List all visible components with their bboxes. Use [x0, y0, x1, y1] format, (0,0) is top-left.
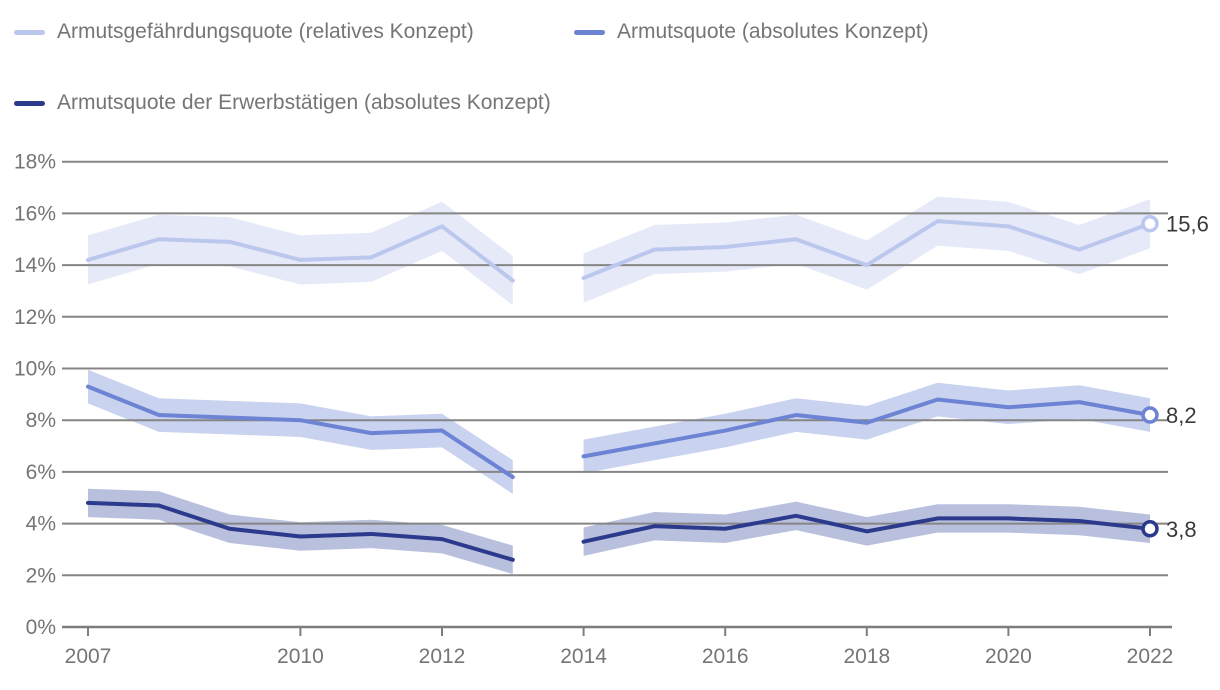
y-tick-label-8pct: 8%: [26, 409, 56, 432]
x-tick-label-2012: 2012: [419, 645, 466, 668]
series-line-2-segment-0: [86, 500, 515, 562]
legend-item-absolute-poverty-rate: Armutsquote (absolutes Konzept): [574, 20, 929, 44]
series-line-2-segment-1: [581, 513, 1152, 544]
y-tick-label-4pct: 4%: [26, 513, 56, 536]
x-tick-label-2016: 2016: [702, 645, 749, 668]
x-tick-label-2022: 2022: [1127, 645, 1174, 668]
y-tick-label-10pct: 10%: [14, 358, 56, 381]
y-tick-label-2pct: 2%: [26, 564, 56, 587]
series-line-0-segment-0: [86, 224, 515, 283]
y-tick-label-18pct: 18%: [14, 151, 56, 174]
end-marker-1: [1141, 406, 1159, 424]
legend-swatch-working-poverty-rate: [14, 100, 45, 106]
y-tick-label-0pct: 0%: [26, 616, 56, 639]
end-marker-0: [1141, 214, 1159, 233]
y-tick-label-6pct: 6%: [26, 461, 56, 484]
legend-label-relative-poverty-rate: Armutsgefährdungsquote (relatives Konzep…: [57, 20, 474, 43]
confidence-band-0: [583, 196, 1150, 303]
end-marker-2: [1141, 520, 1159, 538]
x-tick-label-2020: 2020: [985, 645, 1032, 668]
y-tick-label-14pct: 14%: [14, 254, 56, 277]
x-tick-label-2014: 2014: [560, 645, 607, 668]
end-value-label-0: 15,6: [1166, 212, 1209, 237]
end-value-label-1: 8,2: [1166, 403, 1197, 428]
legend-swatch-absolute-poverty-rate: [574, 29, 605, 35]
confidence-band-1: [583, 382, 1150, 474]
confidence-band-2: [583, 501, 1150, 556]
y-tick-label-16pct: 16%: [14, 202, 56, 225]
y-tick-label-12pct: 12%: [14, 306, 56, 329]
end-value-label-2: 3,8: [1166, 517, 1197, 542]
confidence-band-0: [88, 201, 513, 306]
legend-item-working-poverty-rate: Armutsquote der Erwerbstätigen (absolute…: [14, 91, 551, 115]
series-line-1-segment-0: [86, 384, 515, 480]
series-line-1-segment-1: [581, 397, 1152, 459]
x-tick-label-2007: 2007: [65, 645, 112, 668]
x-tick-label-2018: 2018: [843, 645, 890, 668]
series-line-0-segment-1: [581, 219, 1152, 281]
legend-item-relative-poverty-rate: Armutsgefährdungsquote (relatives Konzep…: [14, 20, 474, 44]
legend-swatch-relative-poverty-rate: [14, 29, 45, 35]
legend-label-working-poverty-rate: Armutsquote der Erwerbstätigen (absolute…: [57, 91, 551, 114]
legend-label-absolute-poverty-rate: Armutsquote (absolutes Konzept): [617, 20, 929, 43]
x-tick-label-2010: 2010: [277, 645, 324, 668]
confidence-band-1: [88, 369, 513, 494]
confidence-band-2: [88, 488, 513, 575]
